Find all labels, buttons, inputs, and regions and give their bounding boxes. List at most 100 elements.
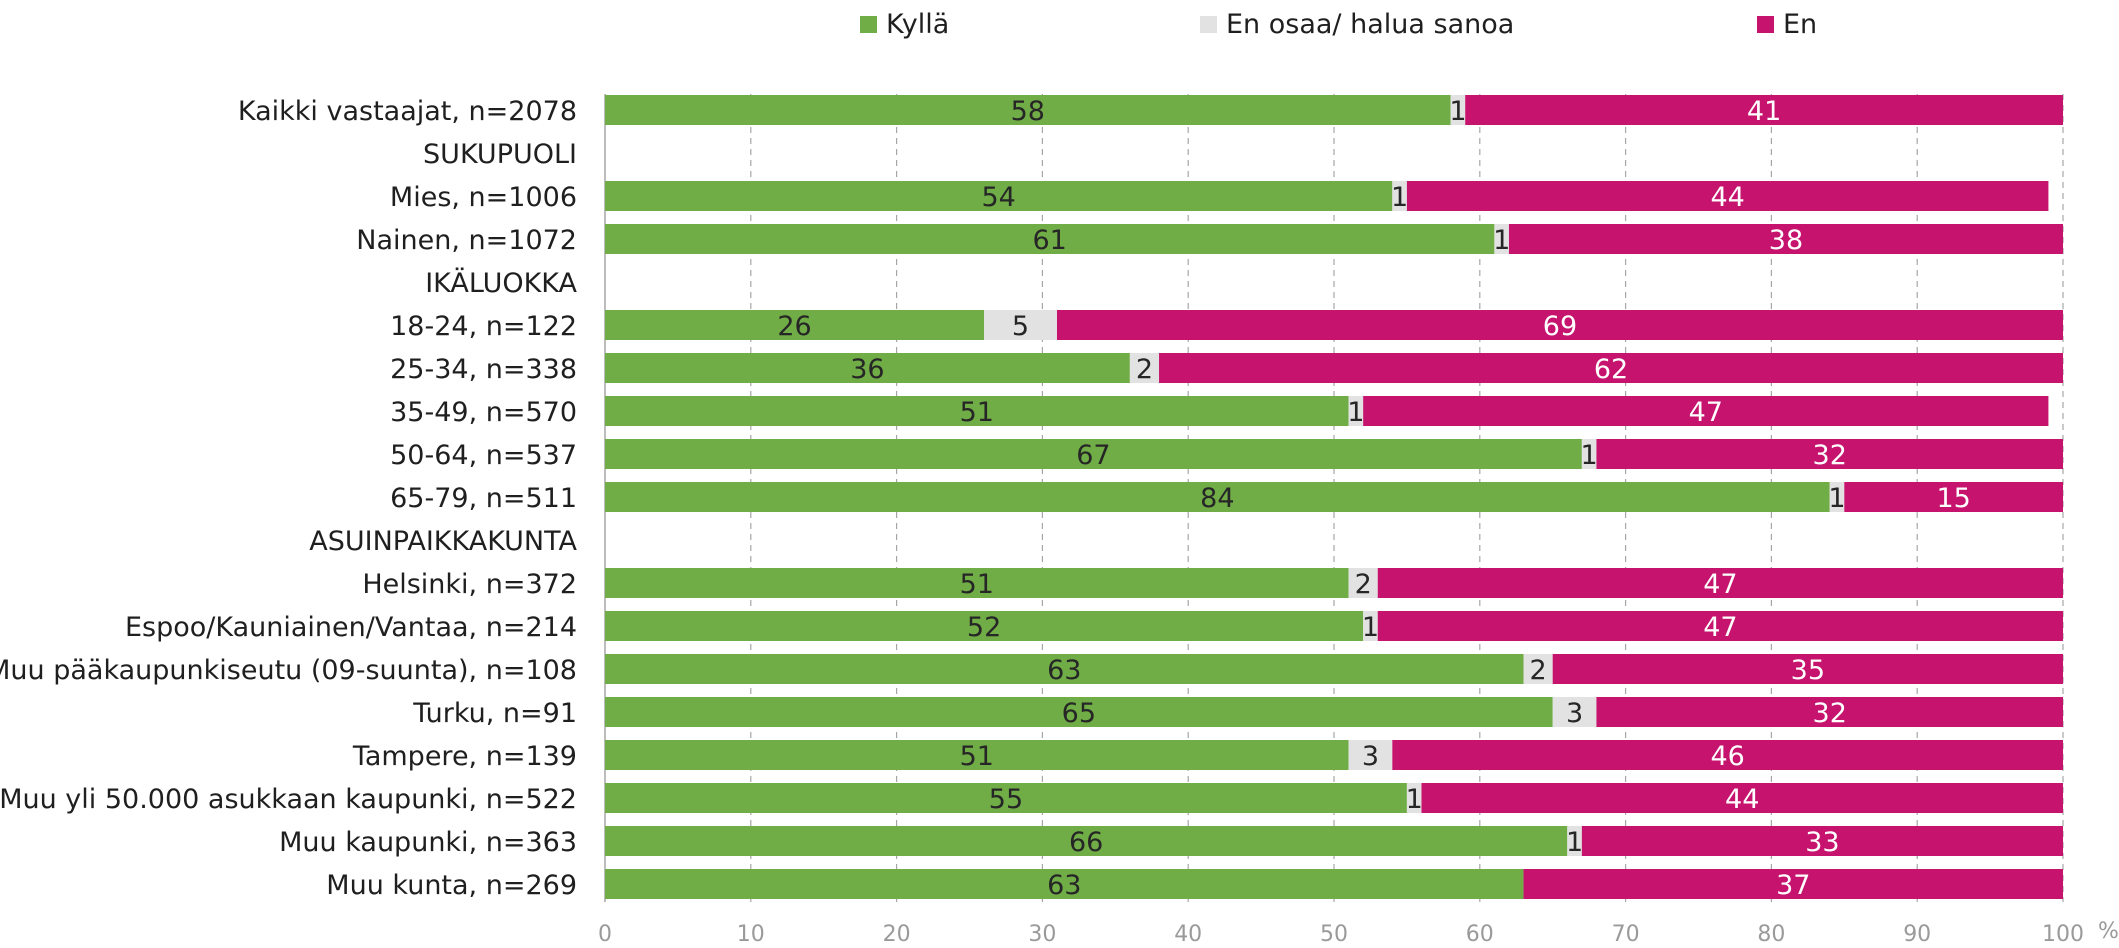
category-label: 18-24, n=122 <box>390 311 577 342</box>
bar-en-osaa-halua-sanoa <box>1348 396 1364 426</box>
bar-en <box>1552 654 2063 684</box>
category-label: 50-64, n=537 <box>390 440 577 471</box>
bar-kyllä <box>605 310 985 340</box>
bar-en-osaa-halua-sanoa <box>984 310 1057 340</box>
bar-kyllä <box>605 697 1553 727</box>
category-label: Muu yli 50.000 asukkaan kaupunki, n=522 <box>0 784 577 815</box>
data-label-en-osaa-halua-sanoa: 2 <box>1530 655 1547 686</box>
bar-en-osaa-halua-sanoa <box>1552 697 1597 727</box>
category-label: Kaikki vastaajat, n=2078 <box>238 96 577 127</box>
data-label-en-osaa-halua-sanoa: 1 <box>1406 784 1423 815</box>
bar-en-osaa-halua-sanoa <box>1348 568 1378 598</box>
legend-label-kyllä: Kyllä <box>886 9 949 40</box>
x-unit-label: % <box>2098 919 2119 944</box>
category-label: ASUINPAIKKAKUNTA <box>309 526 577 557</box>
x-axis: 0 10 20 30 40 50 60 70 80 90 100% <box>598 919 2119 947</box>
data-label-en-osaa-halua-sanoa: 2 <box>1355 569 1372 600</box>
data-label-kyllä: 54 <box>981 182 1015 213</box>
bar-en <box>1406 181 2049 211</box>
bar-en <box>1581 826 2063 856</box>
bar-kyllä <box>605 95 1451 125</box>
data-label-en-osaa-halua-sanoa: 1 <box>1391 182 1408 213</box>
x-tick-label: 60 <box>1466 922 1494 947</box>
category-label: IKÄLUOKKA <box>425 267 577 299</box>
bar-en-osaa-halua-sanoa <box>1494 224 1509 254</box>
data-label-en: 47 <box>1689 397 1723 428</box>
bar-kyllä <box>605 224 1495 254</box>
bar-en <box>1392 740 2063 770</box>
bar-en <box>1596 697 2063 727</box>
data-label-kyllä: 36 <box>850 354 884 385</box>
data-label-en: 33 <box>1805 827 1839 858</box>
x-tick-label: 30 <box>1028 922 1056 947</box>
data-label-en: 46 <box>1710 741 1744 772</box>
bar-en-osaa-halua-sanoa <box>1406 783 1422 813</box>
data-label-kyllä: 58 <box>1011 96 1045 127</box>
bar-en-osaa-halua-sanoa <box>1581 439 1597 469</box>
bar-en <box>1159 353 2063 383</box>
data-label-kyllä: 55 <box>989 784 1023 815</box>
bar-en-osaa-halua-sanoa <box>1348 740 1393 770</box>
data-label-en: 47 <box>1703 569 1737 600</box>
category-label: Muu pääkaupunkiseutu (09-suunta), n=108 <box>0 655 577 686</box>
data-label-en-osaa-halua-sanoa: 3 <box>1566 698 1583 729</box>
data-label-en-osaa-halua-sanoa: 1 <box>1828 483 1845 514</box>
data-label-kyllä: 51 <box>960 397 994 428</box>
bar-en <box>1421 783 2063 813</box>
data-label-kyllä: 66 <box>1069 827 1103 858</box>
bar-kyllä <box>605 826 1568 856</box>
category-label: Mies, n=1006 <box>390 182 577 213</box>
data-label-en-osaa-halua-sanoa: 1 <box>1581 440 1598 471</box>
category-label: Turku, n=91 <box>412 698 577 729</box>
category-label: Muu kaupunki, n=363 <box>279 827 577 858</box>
bar-kyllä <box>605 740 1349 770</box>
bar-en <box>1363 396 2049 426</box>
bar-en-osaa-halua-sanoa <box>1450 95 1466 125</box>
data-label-kyllä: 63 <box>1047 655 1081 686</box>
legend-swatch-kyllä <box>860 16 877 33</box>
data-label-en-osaa-halua-sanoa: 2 <box>1136 354 1153 385</box>
legend-label-en-osaa-halua-sanoa: En osaa/ halua sanoa <box>1226 9 1514 40</box>
data-label-en: 38 <box>1769 225 1803 256</box>
data-label-en: 44 <box>1710 182 1744 213</box>
data-label-kyllä: 63 <box>1047 870 1081 901</box>
data-label-en: 32 <box>1813 698 1847 729</box>
data-label-en-osaa-halua-sanoa: 5 <box>1012 311 1029 342</box>
data-label-en-osaa-halua-sanoa: 1 <box>1347 397 1364 428</box>
bar-en <box>1844 482 2063 512</box>
category-label: Helsinki, n=372 <box>362 569 577 600</box>
data-label-en-osaa-halua-sanoa: 1 <box>1566 827 1583 858</box>
data-label-en: 69 <box>1543 311 1577 342</box>
x-tick-label: 90 <box>1903 922 1931 947</box>
category-label: Espoo/Kauniainen/Vantaa, n=214 <box>125 612 577 643</box>
bar-kyllä <box>605 181 1393 211</box>
category-label: Nainen, n=1072 <box>356 225 577 256</box>
x-tick-label: 0 <box>598 922 612 947</box>
bar-en-osaa-halua-sanoa <box>1392 181 1407 211</box>
bar-en <box>1508 224 2063 254</box>
category-label: 25-34, n=338 <box>390 354 577 385</box>
data-label-kyllä: 51 <box>960 569 994 600</box>
category-label: Tampere, n=139 <box>352 741 577 772</box>
bar-en-osaa-halua-sanoa <box>1567 826 1582 856</box>
bar-kyllä <box>605 783 1407 813</box>
category-label: SUKUPUOLI <box>423 139 577 170</box>
bar-en-osaa-halua-sanoa <box>1523 654 1553 684</box>
bar-kyllä <box>605 654 1524 684</box>
data-label-en-osaa-halua-sanoa: 1 <box>1362 612 1379 643</box>
legend-swatch-en <box>1757 16 1774 33</box>
data-label-en: 32 <box>1813 440 1847 471</box>
data-label-kyllä: 51 <box>960 741 994 772</box>
legend-swatch-en-osaa-halua-sanoa <box>1200 16 1217 33</box>
data-label-kyllä: 52 <box>967 612 1001 643</box>
bar-en <box>1596 439 2063 469</box>
bar-en <box>1377 611 2063 641</box>
x-tick-label: 50 <box>1320 922 1348 947</box>
bar-kyllä <box>605 869 1524 899</box>
x-tick-label: 80 <box>1757 922 1785 947</box>
data-label-kyllä: 67 <box>1076 440 1110 471</box>
bar-en <box>1377 568 2063 598</box>
data-label-en-osaa-halua-sanoa: 1 <box>1449 96 1466 127</box>
